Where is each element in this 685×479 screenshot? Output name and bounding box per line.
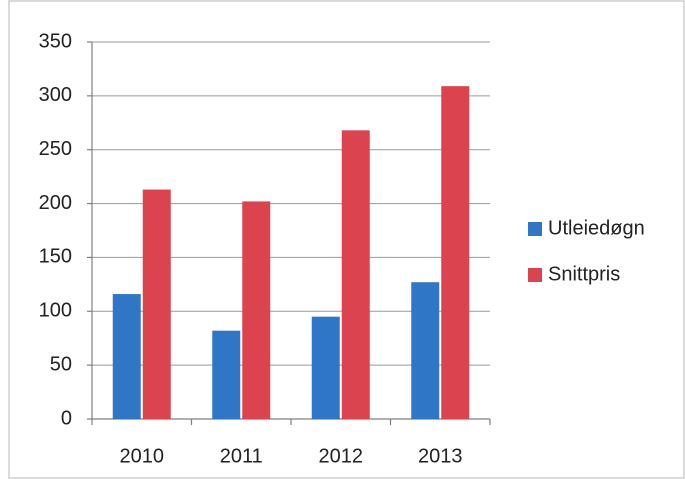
bar [441,86,470,420]
y-tick-label: 250 [39,138,72,160]
x-tick-label: 2011 [220,445,263,467]
x-tick-label: 2010 [120,445,165,467]
bar [242,201,271,419]
y-tick-label: 200 [39,192,72,214]
bar [341,130,370,419]
bar [411,282,440,419]
y-tick-label: 300 [39,84,72,106]
bar [212,330,241,419]
legend-label: Snittpris [548,263,620,285]
y-tick-label: 150 [39,246,72,268]
legend-label: Utleiedøgn [548,217,645,239]
y-tick-label: 0 [61,407,72,429]
y-tick-label: 350 [39,30,72,52]
y-tick-label: 100 [39,300,72,322]
bar [112,294,141,419]
bar [311,316,340,419]
legend-swatch [528,222,542,236]
x-tick-label: 2013 [418,445,463,467]
y-tick-label: 50 [50,353,72,375]
bar [142,189,171,419]
x-tick-label: 2012 [319,445,364,467]
legend-swatch [528,268,542,282]
